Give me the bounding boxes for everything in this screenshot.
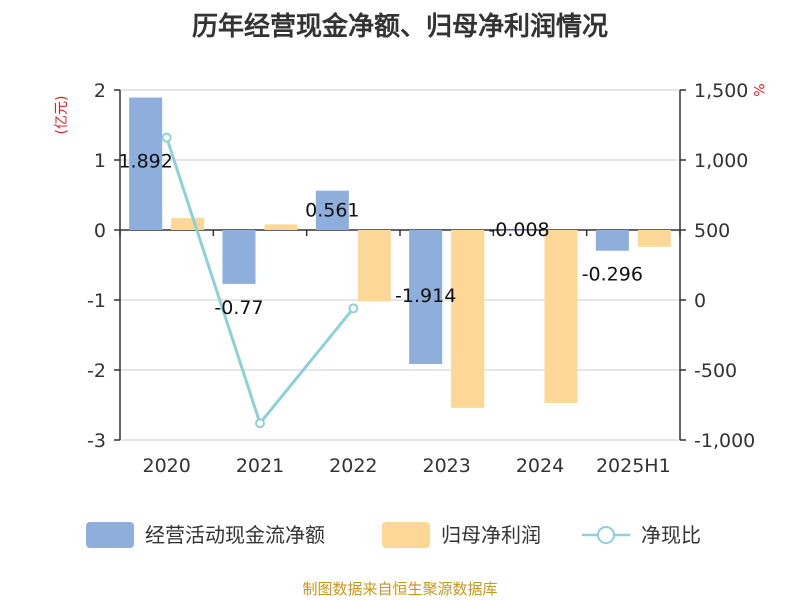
axes bbox=[119, 90, 681, 440]
cashflow-bar-2023[interactable] bbox=[409, 230, 443, 364]
ratio-point-2020[interactable] bbox=[161, 132, 172, 143]
chart-title: 历年经营现金净额、归母净利润情况 bbox=[192, 11, 608, 42]
cashflow-bar-2021[interactable] bbox=[222, 230, 256, 284]
ratio-point-2022[interactable] bbox=[348, 303, 359, 314]
cashflow-data-label-2023: -1.914 bbox=[395, 285, 456, 307]
right-tick-label: 1,500 bbox=[694, 80, 748, 102]
category-label-2025H1: 2025H1 bbox=[596, 455, 671, 477]
legend-label-cashflow: 经营活动现金流净额 bbox=[145, 523, 325, 547]
bars bbox=[129, 97, 671, 408]
ratio-line bbox=[161, 132, 359, 429]
legend-label-ratio: 净现比 bbox=[641, 523, 701, 547]
cashflow-bar-2025H1[interactable] bbox=[595, 230, 629, 251]
cashflow-bar-2024[interactable] bbox=[502, 230, 536, 231]
category-label-2024: 2024 bbox=[516, 455, 564, 477]
category-labels: 2020 2021 2022 2023 2024 2025H1 bbox=[119, 230, 681, 477]
netprofit-bar-2025H1[interactable] bbox=[637, 230, 671, 247]
netprofit-bar-2022[interactable] bbox=[357, 230, 391, 302]
legend-swatch-ratio-marker bbox=[597, 526, 615, 544]
right-tick-label: 500 bbox=[694, 220, 730, 242]
cashflow-data-label-2021: -0.77 bbox=[214, 297, 263, 319]
source-note: 制图数据来自恒生聚源数据库 bbox=[302, 580, 497, 598]
category-label-2020: 2020 bbox=[142, 455, 190, 477]
right-tick-label: 1,000 bbox=[694, 150, 748, 172]
category-label-2021: 2021 bbox=[236, 455, 284, 477]
category-label-2022: 2022 bbox=[329, 455, 377, 477]
ratio-polyline bbox=[165, 137, 355, 427]
legend-item-cashflow[interactable]: 经营活动现金流净额 bbox=[86, 522, 325, 548]
left-tick-label: 0 bbox=[94, 220, 106, 242]
right-tick-label: 0 bbox=[694, 290, 706, 312]
legend: 经营活动现金流净额 归母净利润 净现比 bbox=[86, 522, 701, 548]
data-labels: 1.892 -0.77 0.561 -1.914 -0.008 -0.296 bbox=[118, 151, 642, 319]
right-tick-label: -500 bbox=[694, 360, 737, 382]
left-tick-label: -1 bbox=[87, 290, 106, 312]
legend-item-netprofit[interactable]: 归母净利润 bbox=[382, 522, 541, 548]
left-axis-unit: (亿元) bbox=[54, 96, 70, 135]
cashflow-data-label-2022: 0.561 bbox=[305, 200, 359, 222]
cashflow-data-label-2025H1: -0.296 bbox=[582, 264, 643, 286]
left-tick-label: 1 bbox=[94, 150, 106, 172]
category-label-2023: 2023 bbox=[422, 455, 470, 477]
legend-swatch-netprofit bbox=[382, 522, 430, 548]
left-tick-label: -3 bbox=[87, 430, 106, 452]
right-axis-unit: % bbox=[750, 83, 766, 96]
left-tick-label: -2 bbox=[87, 360, 106, 382]
cashflow-bar-2022[interactable] bbox=[315, 190, 349, 230]
legend-label-netprofit: 归母净利润 bbox=[441, 523, 541, 547]
cashflow-data-label-2024: -0.008 bbox=[488, 219, 549, 241]
netprofit-bar-2023[interactable] bbox=[451, 230, 485, 408]
left-axis-ticks: 2 1 0 -1 -2 -3 bbox=[87, 80, 120, 452]
right-tick-label: -1,000 bbox=[694, 430, 755, 452]
ratio-point-2021[interactable] bbox=[255, 418, 265, 429]
legend-item-ratio[interactable]: 净现比 bbox=[582, 523, 701, 547]
cashflow-data-label-2020: 1.892 bbox=[118, 151, 172, 173]
cashflow-bar-2020[interactable] bbox=[129, 97, 163, 230]
left-tick-label: 2 bbox=[94, 80, 106, 102]
right-axis-ticks: 1,500 1,000 500 0 -500 -1,000 bbox=[680, 80, 755, 452]
legend-swatch-cashflow bbox=[86, 522, 134, 548]
netprofit-bar-2021[interactable] bbox=[264, 224, 298, 230]
netprofit-bar-2024[interactable] bbox=[544, 230, 578, 403]
netprofit-bar-2020[interactable] bbox=[171, 218, 205, 230]
